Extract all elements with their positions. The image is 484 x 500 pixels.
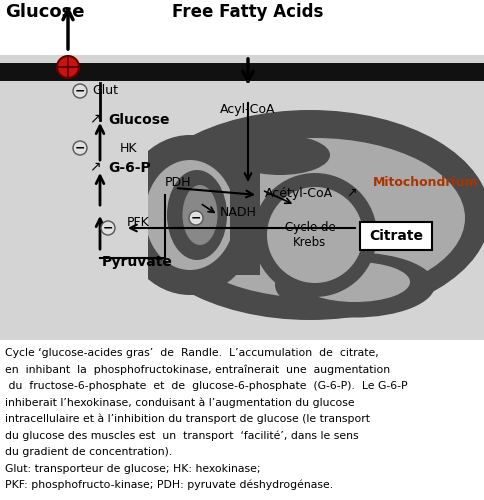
Ellipse shape xyxy=(165,138,464,298)
Circle shape xyxy=(253,173,376,297)
Text: ↗: ↗ xyxy=(89,159,101,173)
Text: PKF: phosphofructo-kinase; PDH: pyruvate déshydrogénase.: PKF: phosphofructo-kinase; PDH: pyruvate… xyxy=(5,480,333,490)
Bar xyxy=(359,222,431,250)
Ellipse shape xyxy=(145,160,235,270)
Text: Acétyl-CoA: Acétyl-CoA xyxy=(264,186,333,200)
Bar xyxy=(0,340,484,500)
Text: Cycle de: Cycle de xyxy=(284,222,334,234)
Text: du gradient de concentration).: du gradient de concentration). xyxy=(5,447,172,457)
Circle shape xyxy=(101,221,115,235)
Ellipse shape xyxy=(120,135,259,295)
Text: −: − xyxy=(103,222,113,234)
Bar xyxy=(229,165,259,275)
Text: −: − xyxy=(75,142,85,154)
Text: ↗: ↗ xyxy=(89,111,101,125)
Text: PFK: PFK xyxy=(127,216,150,230)
Text: Glucose: Glucose xyxy=(108,113,169,127)
Text: PDH: PDH xyxy=(165,176,191,190)
Text: Glucose: Glucose xyxy=(5,3,84,21)
Text: Free Fatty Acids: Free Fatty Acids xyxy=(172,3,323,21)
Text: ↗: ↗ xyxy=(346,186,357,200)
Circle shape xyxy=(73,84,87,98)
Circle shape xyxy=(267,187,362,283)
Text: en  inhibant  la  phosphofructokinase, entraînerait  une  augmentation: en inhibant la phosphofructokinase, entr… xyxy=(5,364,389,375)
Ellipse shape xyxy=(130,110,484,320)
Text: Acyl-CoA: Acyl-CoA xyxy=(220,104,275,117)
Text: du glucose des muscles est  un  transport  ‘facilité’, dans le sens: du glucose des muscles est un transport … xyxy=(5,430,358,441)
Text: NADH: NADH xyxy=(220,206,257,220)
Ellipse shape xyxy=(274,252,434,318)
Circle shape xyxy=(57,56,79,78)
Text: inhiberait l’hexokinase, conduisant à l’augmentation du glucose: inhiberait l’hexokinase, conduisant à l’… xyxy=(5,398,354,408)
Text: G-6-P: G-6-P xyxy=(108,161,151,175)
Bar xyxy=(0,82,148,340)
Text: Citrate: Citrate xyxy=(368,229,422,243)
Text: Krebs: Krebs xyxy=(293,236,326,248)
Circle shape xyxy=(73,141,87,155)
Ellipse shape xyxy=(229,135,329,175)
Text: Mitochondrium: Mitochondrium xyxy=(372,176,477,188)
Text: HK: HK xyxy=(120,142,137,154)
Text: −: − xyxy=(190,212,201,224)
Text: Glut: transporteur de glucose; HK: hexokinase;: Glut: transporteur de glucose; HK: hexok… xyxy=(5,464,260,473)
Circle shape xyxy=(189,211,203,225)
Bar xyxy=(0,63,484,81)
Text: Pyruvate: Pyruvate xyxy=(102,255,172,269)
Ellipse shape xyxy=(300,262,409,302)
Bar xyxy=(0,55,484,340)
Ellipse shape xyxy=(182,185,217,245)
Text: −: − xyxy=(75,84,85,98)
Text: Cycle ‘glucose-acides gras’  de  Randle.  L’accumulation  de  citrate,: Cycle ‘glucose-acides gras’ de Randle. L… xyxy=(5,348,378,358)
Bar xyxy=(0,0,484,55)
Ellipse shape xyxy=(166,170,227,260)
Text: intracellulaire et à l’inhibition du transport de glucose (le transport: intracellulaire et à l’inhibition du tra… xyxy=(5,414,369,424)
Text: Glut: Glut xyxy=(92,84,118,98)
Text: du  fructose-6-phosphate  et  de  glucose-6-phosphate  (G-6-P).  Le G-6-P: du fructose-6-phosphate et de glucose-6-… xyxy=(5,381,407,391)
